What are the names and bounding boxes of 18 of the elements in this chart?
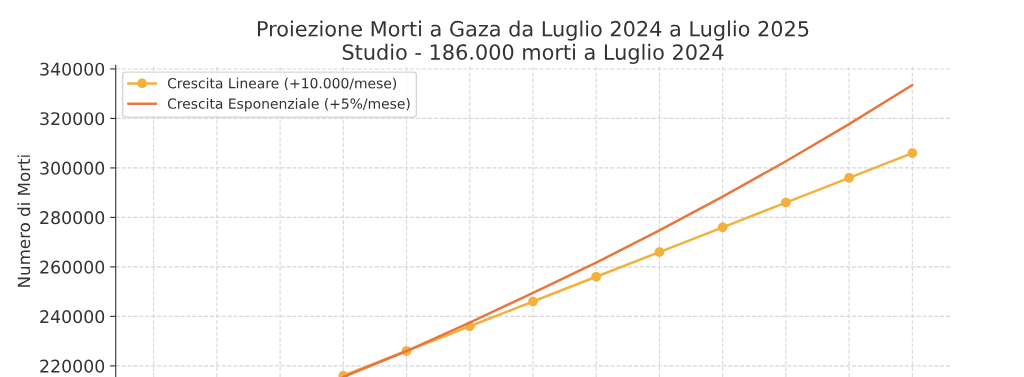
y-tick-label: 220000 <box>40 359 105 373</box>
point <box>781 197 791 208</box>
y-tick-label: 300000 <box>40 161 105 175</box>
point <box>528 296 538 307</box>
y-axis-title: Numero di Morti <box>17 155 31 287</box>
point <box>844 172 854 183</box>
point <box>591 271 602 282</box>
legend-label: Crescita Lineare (+10.000/mese) <box>167 77 397 91</box>
y-tick-label: 280000 <box>40 211 105 225</box>
y-tick-label: 340000 <box>40 62 105 76</box>
legend-label: Crescita Esponenziale (+5%/mese) <box>167 98 410 112</box>
point <box>654 247 665 257</box>
y-tick-label: 320000 <box>40 112 105 126</box>
y-tick-label: 260000 <box>40 260 105 274</box>
point <box>717 222 728 233</box>
y-tick-label: 240000 <box>40 310 105 324</box>
chart-title: Proiezione Morti a Gaza da Luglio 2024 a Luglio 2025 Studio - 186.000 morti a Luglio 2024 <box>257 20 809 64</box>
point <box>907 148 918 158</box>
